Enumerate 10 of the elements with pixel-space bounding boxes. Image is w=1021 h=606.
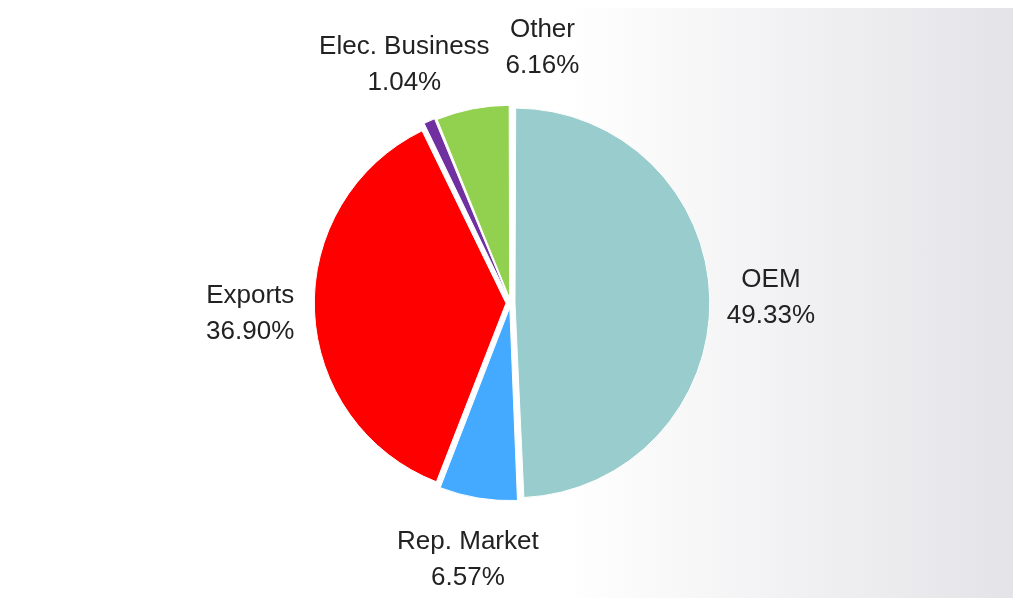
data-label: 36.90% <box>206 314 295 345</box>
data-label: 49.33% <box>726 298 816 329</box>
slice-label: Other <box>509 12 576 43</box>
slice-label: Elec. Business <box>319 30 490 61</box>
slice-label: Exports <box>206 278 295 309</box>
slice-label: OEM <box>741 262 801 293</box>
data-label: 6.16% <box>505 48 580 79</box>
slice-label: Rep. Market <box>397 525 540 556</box>
data-label: 1.04% <box>367 66 442 97</box>
data-label: 6.57% <box>431 561 505 592</box>
